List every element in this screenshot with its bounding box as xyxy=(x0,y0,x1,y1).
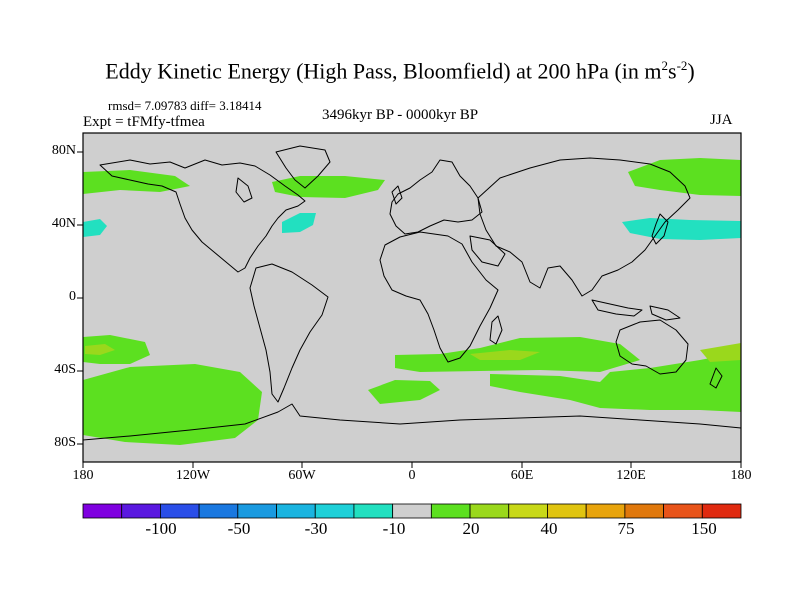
lon-label-180e: 180 xyxy=(730,468,752,483)
colorbar-swatch xyxy=(469,503,510,519)
lon-label-60w: 60W xyxy=(288,468,316,483)
colorbar-swatch xyxy=(82,503,123,519)
season-label: JJA xyxy=(710,112,733,128)
colorbar-label: -30 xyxy=(304,519,328,538)
coast-newzealand xyxy=(709,367,723,389)
field-yellowgreen-3 xyxy=(700,343,741,362)
colorbar-swatch xyxy=(353,503,394,519)
coast-australia xyxy=(615,319,689,375)
colorbar-label: -10 xyxy=(382,519,406,538)
coast-indonesia xyxy=(591,299,643,317)
coast-britain xyxy=(391,185,403,205)
lat-label-80s: 80S xyxy=(54,435,76,450)
axis-ticks xyxy=(77,151,742,468)
field-siberia-green xyxy=(628,158,741,196)
colorbar-label: 75 xyxy=(617,519,635,538)
colorbar-swatch xyxy=(314,503,355,519)
colorbar-swatch xyxy=(276,503,316,519)
field-yellowgreen-2 xyxy=(470,350,540,360)
coast-asia xyxy=(477,157,691,297)
coastlines xyxy=(83,145,741,441)
lat-label-40s: 40S xyxy=(54,362,76,377)
colorbar-label: 20 xyxy=(462,519,480,538)
coast-south-america xyxy=(249,263,329,403)
colorbar-label: -50 xyxy=(227,519,251,538)
coast-antarctica xyxy=(83,403,741,441)
plot-title: Eddy Kinetic Energy (High Pass, Bloomfie… xyxy=(105,58,695,84)
period-label: 3496kyr BP - 0000kyr BP xyxy=(322,107,479,123)
colorbar-swatch xyxy=(392,503,432,519)
lon-label-120w: 120W xyxy=(175,468,211,483)
field-se-pacific-green xyxy=(83,335,150,364)
coast-newguinea xyxy=(649,305,681,321)
coast-greenland xyxy=(275,145,331,189)
colorbar-label: -100 xyxy=(145,519,177,538)
anomaly-fields xyxy=(83,158,741,445)
lat-label-40n: 40N xyxy=(51,216,76,231)
colorbar-swatch xyxy=(585,503,626,519)
lon-label-0: 0 xyxy=(408,468,416,483)
lon-label-60e: 60E xyxy=(510,468,534,483)
stats-label: rmsd= 7.09783 diff= 3.18414 xyxy=(108,98,262,113)
lat-label-0: 0 xyxy=(69,289,76,304)
colorbar-swatch xyxy=(663,503,703,519)
field-npac-cyan-west xyxy=(83,219,107,237)
field-natl-cyan xyxy=(282,213,316,233)
colorbar xyxy=(82,503,742,519)
colorbar-swatch xyxy=(430,503,471,519)
lon-label-180w: 180 xyxy=(72,468,94,483)
lat-label-80n: 80N xyxy=(51,143,76,158)
field-south-green xyxy=(490,352,741,412)
coast-hudson-bay xyxy=(235,177,253,203)
colorbar-label: 150 xyxy=(691,519,717,538)
coast-africa xyxy=(379,231,499,363)
coast-madagascar xyxy=(489,315,503,345)
lon-label-120e: 120E xyxy=(616,468,646,483)
coast-japan xyxy=(651,213,669,245)
field-sw-pacific-green xyxy=(83,364,262,445)
colorbar-swatch xyxy=(701,503,742,519)
field-npac-cyan-east xyxy=(622,218,741,240)
colorbar-swatch xyxy=(508,503,548,519)
colorbar-swatch xyxy=(237,503,277,519)
colorbar-swatch xyxy=(121,503,161,519)
coast-arabia xyxy=(469,235,506,267)
field-natlantic-green xyxy=(272,176,385,198)
colorbar-swatch xyxy=(547,503,587,519)
colorbar-swatch xyxy=(160,503,200,519)
experiment-label: Expt = tFMfy-tfmea xyxy=(83,114,205,130)
field-satlantic-green xyxy=(368,380,440,404)
field-npacific-green xyxy=(83,170,190,194)
field-yellowgreen-1 xyxy=(85,344,115,355)
colorbar-swatch xyxy=(624,503,664,519)
coast-europe xyxy=(389,159,483,235)
colorbar-label: 40 xyxy=(540,519,558,538)
coast-north-america xyxy=(99,159,306,273)
colorbar-swatch xyxy=(198,503,239,519)
